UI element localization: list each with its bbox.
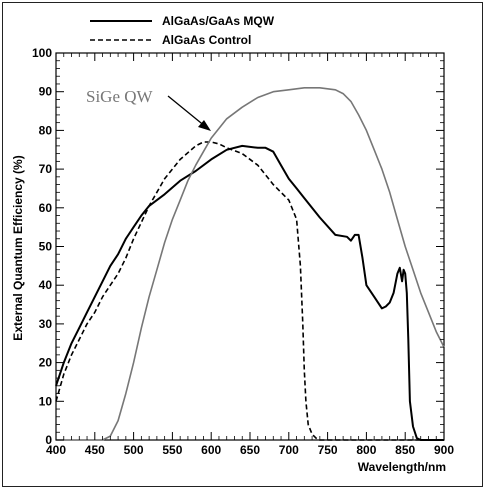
y-tick-label-4: 40	[39, 278, 53, 292]
axes-layer: 400 450 500 550 600 650 700 750 800 850 900 0 10 20 30…	[32, 46, 454, 457]
legend-label-mqw: AlGaAs/GaAs MQW	[162, 14, 275, 28]
y-tick-label-7: 70	[39, 162, 53, 176]
series-layer	[55, 87, 445, 441]
x-tick-label-0: 400	[46, 443, 66, 457]
x-tick-label-8: 800	[356, 443, 376, 457]
x-tick-label-4: 600	[201, 443, 221, 457]
legend: AlGaAs/GaAs MQW AlGaAs Control	[90, 14, 275, 47]
x-tick-label-6: 700	[279, 443, 299, 457]
y-tick-label-2: 20	[39, 356, 53, 370]
y-tick-label-0: 0	[45, 433, 52, 447]
y-tick-label-1: 10	[39, 394, 53, 408]
series-line-2	[56, 87, 445, 441]
x-tick-label-9: 850	[395, 443, 415, 457]
x-tick-label-5: 650	[240, 443, 260, 457]
y-tick-label-9: 90	[39, 85, 53, 99]
y-tick-label-6: 60	[39, 201, 53, 215]
x-tick-label-3: 550	[162, 443, 182, 457]
y-axis-title: External Quantum Efficiency (%)	[11, 155, 25, 340]
x-axis-title: Wavelength/nm	[358, 460, 446, 474]
figure-frame	[2, 2, 483, 487]
legend-label-control: AlGaAs Control	[162, 33, 251, 47]
plot-border	[55, 52, 445, 441]
plot-area	[55, 52, 445, 441]
y-tick-label-3: 30	[39, 317, 53, 331]
series-line-0	[55, 144, 444, 441]
y-tick-label-5: 50	[39, 240, 53, 254]
x-tick-label-10: 900	[434, 443, 454, 457]
annotation-arrow-shaft	[167, 95, 207, 128]
series-line-1	[55, 141, 444, 441]
y-tick-label-10: 100	[32, 46, 52, 60]
x-tick-label-7: 750	[318, 443, 338, 457]
sige-annotation: SiGe QW	[86, 87, 211, 131]
x-tick-label-1: 450	[85, 443, 105, 457]
annotation-arrowhead	[198, 120, 211, 131]
y-tick-label-8: 80	[39, 123, 53, 137]
x-tick-label-2: 500	[124, 443, 144, 457]
annotation-label: SiGe QW	[86, 87, 154, 106]
